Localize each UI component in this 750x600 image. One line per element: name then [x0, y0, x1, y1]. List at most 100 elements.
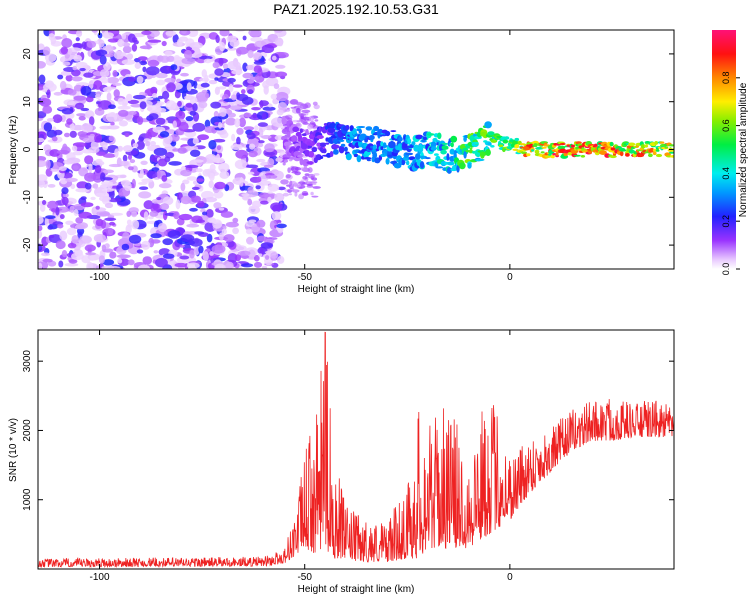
noise-blob [258, 140, 265, 144]
noise-blob [197, 134, 210, 141]
noise-blob [307, 173, 316, 179]
noise-blob [195, 219, 205, 223]
noise-blob [264, 193, 275, 200]
noise-blob [236, 46, 249, 55]
noise-blob [174, 262, 188, 268]
noise-blob [43, 122, 53, 132]
noise-blob [217, 86, 227, 90]
noise-blob [148, 30, 160, 38]
noise-blob [179, 255, 190, 260]
colorbar-ticks: 0.0 0.2 0.4 0.6 0.8 [721, 72, 740, 275]
noise-blob [260, 242, 274, 249]
noise-blob [104, 202, 114, 209]
noise-blob [167, 230, 181, 239]
noise-blob [99, 55, 107, 65]
spectrogram-ytick-label: 20 [22, 48, 33, 60]
noise-blob [208, 180, 214, 188]
noise-blob [282, 192, 289, 197]
noise-blob [258, 253, 263, 257]
noise-blob [185, 102, 194, 108]
noise-blob [184, 95, 194, 101]
snr-frame [37, 329, 675, 570]
noise-blob [51, 208, 56, 213]
noise-blob [38, 225, 43, 232]
signal-blob [559, 142, 566, 146]
signal-blob [469, 147, 473, 150]
snr-ylabel: SNR (10 * v/v) [8, 418, 19, 482]
signal-blob [463, 150, 467, 159]
noise-blob [73, 95, 87, 101]
noise-blob [122, 102, 128, 107]
noise-blob [162, 196, 174, 206]
noise-blob [236, 127, 244, 135]
signal-blob [441, 142, 449, 145]
noise-blob [249, 143, 256, 150]
snr-xtick-label: -50 [297, 572, 312, 583]
signal-blob [446, 167, 452, 174]
noise-blob [44, 217, 49, 227]
signal-blob [652, 151, 657, 156]
noise-blob [88, 80, 94, 90]
noise-blob [258, 127, 264, 138]
noise-blob [76, 113, 87, 117]
noise-blob [42, 105, 53, 114]
noise-blob [275, 64, 286, 69]
noise-blob [203, 58, 213, 64]
signal-blob [477, 158, 485, 161]
noise-blob [261, 44, 275, 54]
noise-blob [208, 79, 218, 85]
signal-blob [450, 135, 458, 143]
noise-blob [257, 122, 268, 127]
spectrogram-image [38, 30, 674, 269]
noise-blob [260, 200, 269, 205]
noise-blob [162, 253, 175, 259]
noise-blob [248, 249, 256, 259]
noise-blob [102, 169, 114, 174]
signal-blob [315, 154, 322, 161]
noise-blob [202, 169, 211, 177]
signal-blob [327, 127, 336, 134]
noise-blob [294, 191, 298, 197]
noise-blob [165, 100, 177, 111]
noise-blob [161, 175, 168, 182]
noise-blob [202, 211, 208, 216]
noise-blob [210, 101, 222, 109]
noise-blob [98, 255, 105, 264]
noise-blob [61, 38, 73, 48]
noise-blob [289, 180, 293, 186]
noise-blob [267, 183, 280, 192]
noise-blob [88, 133, 96, 143]
signal-blob [370, 145, 374, 149]
noise-blob [99, 69, 110, 78]
noise-blob [198, 245, 204, 254]
noise-blob [242, 62, 248, 72]
signal-blob [424, 157, 431, 160]
noise-blob [195, 168, 203, 173]
noise-blob [247, 78, 255, 84]
noise-blob [94, 107, 105, 116]
noise-blob [270, 202, 283, 211]
signal-blob [385, 130, 391, 137]
noise-blob [38, 215, 44, 225]
signal-blob [453, 152, 457, 159]
noise-blob [302, 192, 309, 196]
signal-blob [320, 143, 326, 147]
spectrogram-xtick-label: -50 [297, 272, 312, 283]
noise-blob [102, 32, 114, 38]
noise-blob [161, 40, 167, 47]
noise-blob [308, 115, 315, 122]
noise-blob [223, 234, 235, 242]
noise-blob [245, 228, 253, 235]
signal-blob [345, 153, 352, 161]
noise-blob [265, 174, 278, 179]
signal-blob [668, 144, 674, 147]
noise-blob [80, 123, 93, 133]
noise-blob [81, 149, 94, 154]
noise-blob [228, 84, 234, 93]
noise-blob [84, 172, 97, 182]
noise-blob [155, 117, 166, 125]
noise-blob [104, 53, 115, 58]
signal-blob [649, 147, 655, 153]
noise-blob [71, 252, 84, 261]
noise-blob [107, 227, 114, 236]
